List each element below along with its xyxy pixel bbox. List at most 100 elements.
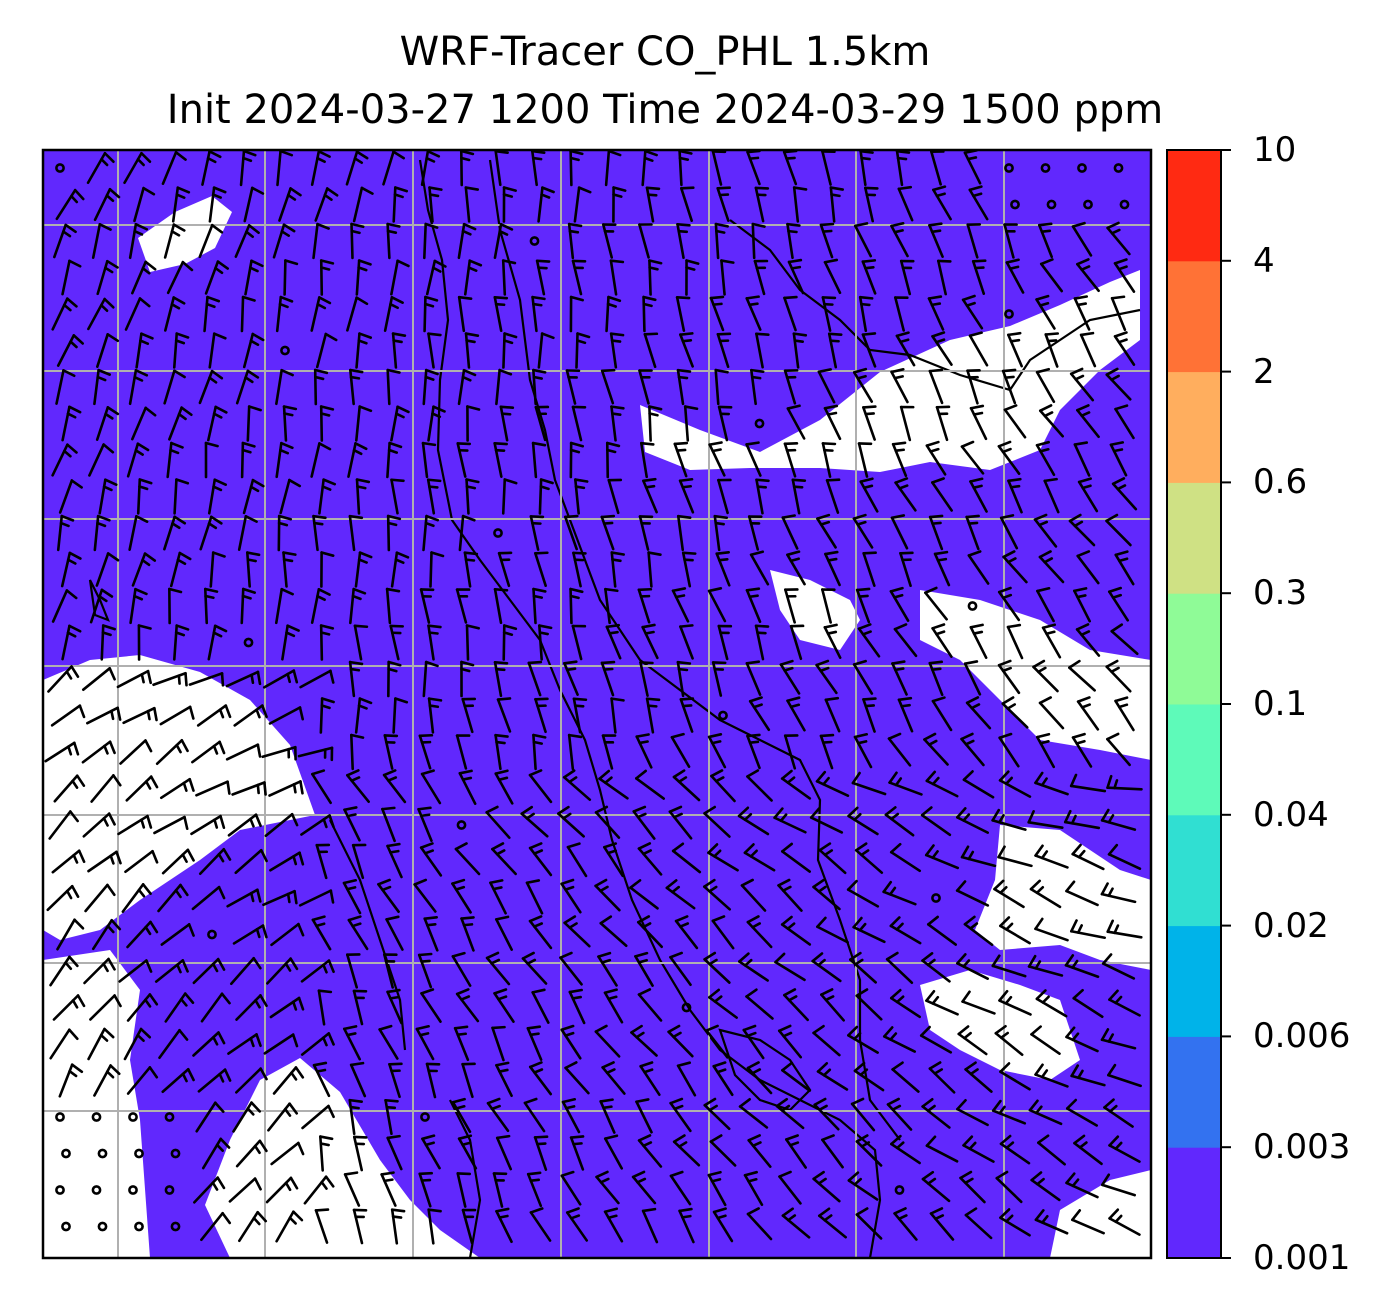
wind-barb (642, 295, 657, 333)
wind-barb (303, 1175, 335, 1205)
wind-barb (350, 733, 365, 771)
wind-barb (1034, 917, 1069, 942)
wind-barb (847, 1025, 879, 1054)
wind-barb (1044, 332, 1060, 368)
wind-barb (792, 332, 808, 369)
wind-barb (237, 515, 258, 551)
wind-barb (811, 952, 842, 983)
wind-barb (465, 478, 480, 515)
wind-barb (1041, 623, 1062, 659)
wind-barb (1035, 294, 1056, 330)
wind-barb (641, 1207, 659, 1244)
wind-barb (354, 697, 373, 734)
wind-barb (298, 889, 335, 907)
wind-barb (429, 551, 445, 588)
wind-barb (676, 660, 692, 698)
wind-barb (1027, 810, 1064, 829)
wind-barb (714, 222, 729, 260)
wind-barb (676, 368, 692, 406)
colorbar-segment (1167, 1147, 1221, 1259)
wind-barb (460, 916, 475, 952)
wind-barb (161, 1067, 195, 1094)
wind-barb (564, 1061, 590, 1095)
wind-barb (535, 259, 551, 296)
wind-barb (126, 993, 159, 1022)
wind-barb (49, 1028, 79, 1060)
wind-barb (962, 770, 995, 799)
wind-barb (925, 770, 959, 798)
wind-barb (453, 1025, 470, 1062)
wind-barb (557, 805, 585, 838)
wind-barb (131, 260, 157, 295)
colorbar-tick-label: 0.6 (1253, 462, 1308, 503)
wind-barb (818, 842, 847, 875)
wind-barb (282, 405, 298, 442)
wind-barb (163, 223, 186, 259)
wind-barb (821, 296, 837, 332)
wind-barb (638, 369, 653, 405)
wind-barb (83, 957, 116, 985)
wind-barb (817, 368, 836, 404)
wind-barb (319, 405, 335, 442)
wind-barb (232, 924, 268, 945)
wind-barb (560, 1024, 582, 1060)
wind-barb (392, 186, 409, 223)
wind-barb (846, 879, 880, 908)
wind-barb (1030, 1025, 1061, 1055)
wind-barb (270, 1141, 305, 1166)
wind-barb (53, 774, 86, 803)
wind-barb (1071, 843, 1105, 871)
wind-barb (534, 405, 550, 442)
wind-barb (528, 915, 553, 950)
wind-barb (501, 259, 517, 296)
wind-barb (423, 916, 439, 952)
wind-barb (91, 223, 112, 259)
wind-barb (491, 1025, 506, 1062)
wind-barb (921, 1097, 951, 1129)
wind-barb (855, 587, 871, 624)
wind-barb (789, 624, 805, 661)
wind-barb (964, 1061, 993, 1093)
wind-barb (56, 918, 85, 951)
wind-barb (1035, 440, 1056, 477)
wind-barb (310, 588, 331, 624)
wind-barb (711, 915, 735, 950)
calm-wind-circle (754, 418, 765, 429)
wind-barb (998, 770, 1032, 798)
wind-barb (711, 150, 727, 186)
wind-barb (283, 259, 299, 296)
wind-barb (389, 624, 404, 661)
wind-barb (390, 405, 410, 442)
wind-barb (417, 806, 433, 843)
wind-barb (560, 1170, 582, 1206)
wind-barb (819, 222, 835, 259)
wind-barb (93, 368, 112, 406)
wind-barb (161, 848, 195, 875)
wind-barb (717, 624, 733, 661)
wind-barb (1100, 882, 1137, 904)
wind-barb (1071, 221, 1093, 257)
wind-barb (345, 150, 369, 186)
wind-barb (778, 1170, 802, 1205)
wind-barb (196, 704, 232, 727)
wind-barb (884, 806, 915, 837)
calm-wind-circle (493, 528, 503, 538)
wind-barb (745, 988, 774, 1020)
wind-barb (571, 259, 587, 296)
wind-barb (1065, 1172, 1099, 1199)
coastline-river-mid (329, 819, 407, 1051)
wind-barb (198, 223, 224, 259)
wind-barb (1034, 1209, 1069, 1235)
wind-barb (1073, 587, 1091, 623)
wind-barb (786, 696, 806, 732)
wind-barb (574, 478, 589, 515)
wind-barb (680, 186, 695, 222)
wind-barb (852, 659, 874, 695)
wind-barb (743, 1170, 764, 1207)
wind-barb (1071, 732, 1093, 768)
wind-barb (163, 369, 186, 405)
wind-barb (678, 477, 695, 514)
wind-barb (538, 624, 553, 661)
wind-barb (385, 915, 404, 951)
wind-barb (91, 918, 122, 951)
